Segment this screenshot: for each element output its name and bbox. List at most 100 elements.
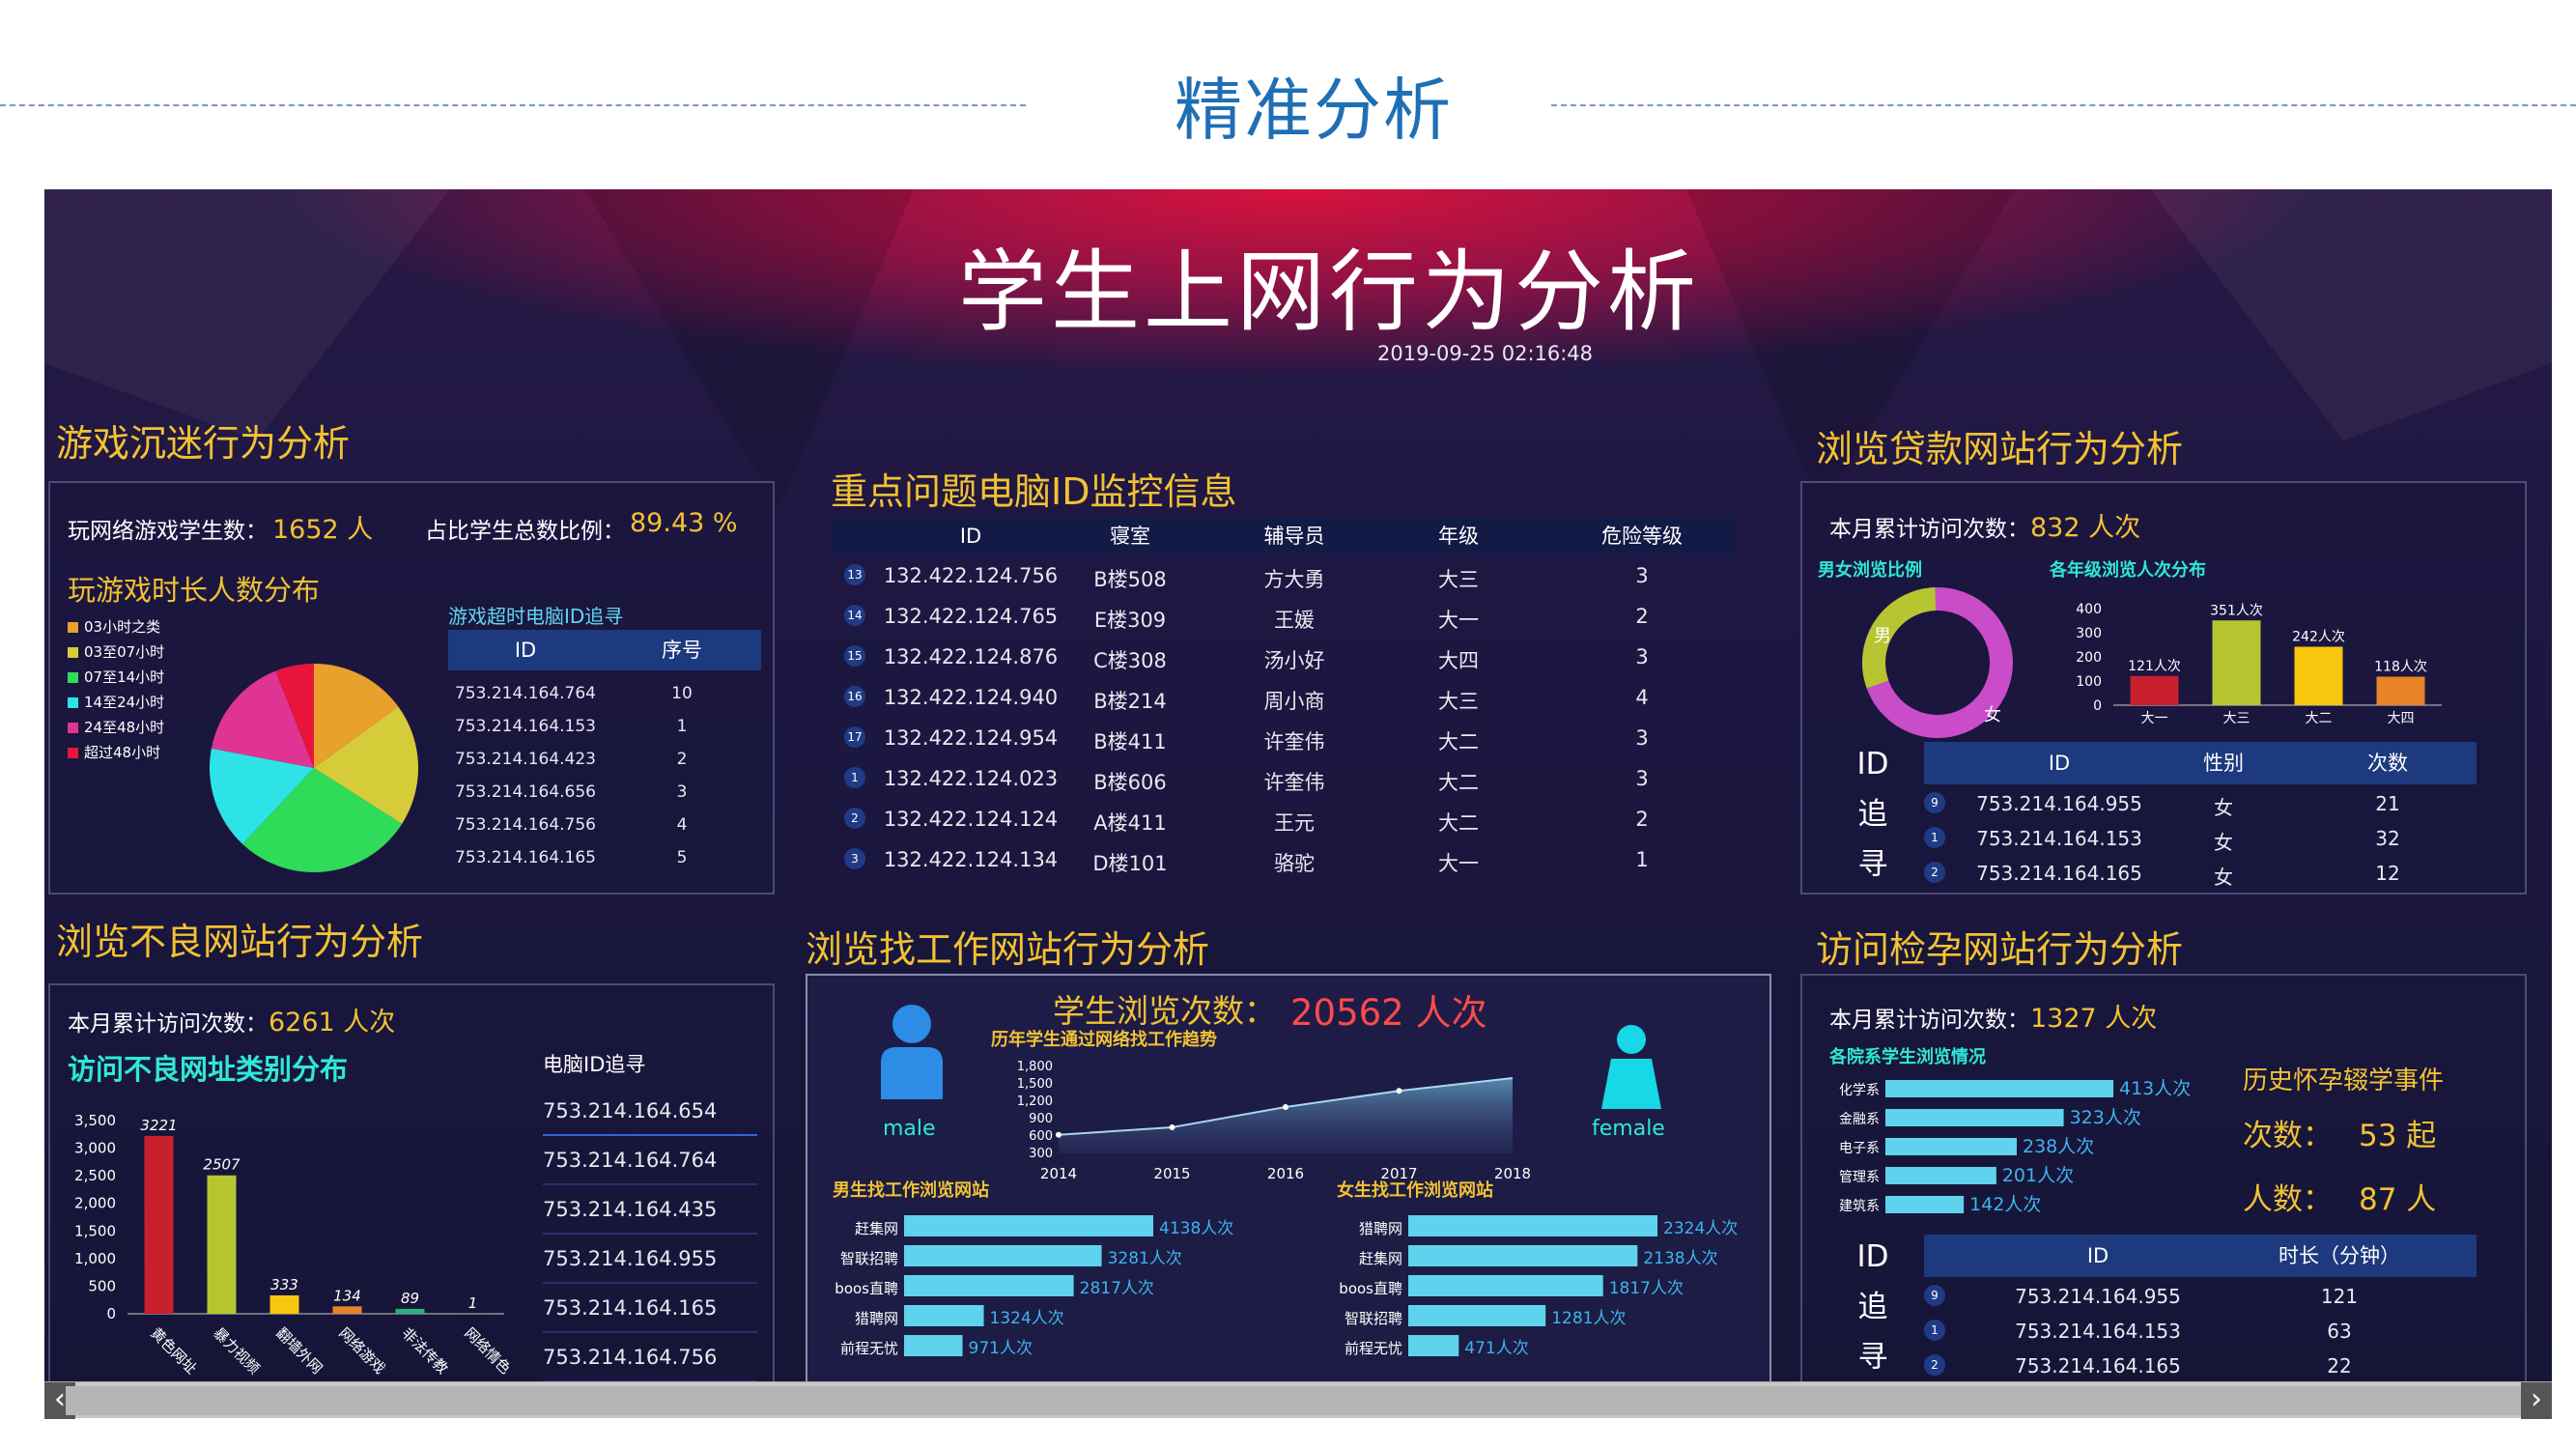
pregnancy-visits-value: 1327 人次 — [2030, 1004, 2158, 1034]
table-row[interactable]: 753.214.164.165 5 — [448, 848, 761, 877]
pie-slice[interactable] — [275, 664, 314, 768]
table-row[interactable]: 1 753.214.164.153 女 32 — [1924, 827, 2477, 858]
female-sites-title: 女生找工作浏览网站 — [1337, 1180, 1493, 1201]
row-index-badge: 3 — [844, 848, 865, 869]
x-tick-label: 暴力视频 — [210, 1324, 263, 1378]
bar[interactable] — [1885, 1196, 1965, 1213]
row-count: 21 — [2375, 792, 2400, 815]
row-index-badge: 2 — [1924, 1354, 1945, 1376]
row-no: 5 — [676, 848, 688, 867]
bar[interactable] — [904, 1305, 984, 1326]
bar[interactable] — [904, 1215, 1153, 1236]
bar[interactable] — [1408, 1305, 1546, 1326]
row-index-badge: 2 — [844, 808, 865, 829]
trend-point[interactable] — [1169, 1124, 1175, 1130]
list-item[interactable]: 753.214.164.756 — [543, 1340, 757, 1381]
bar-data-label: 2138人次 — [1643, 1249, 1717, 1268]
bar-data-label: 201人次 — [2002, 1165, 2074, 1186]
table-row[interactable]: 15 132.422.124.876 C楼308 汤小好 大四 3 — [831, 645, 1735, 684]
legend-swatch — [68, 697, 78, 708]
bar[interactable] — [1408, 1335, 1459, 1356]
bar[interactable] — [1408, 1215, 1657, 1236]
donut-male-arc[interactable] — [1855, 581, 2019, 744]
table-row[interactable]: 2 132.422.124.124 A楼411 王元 大二 2 — [831, 808, 1735, 846]
legend-label: 03至07小时 — [84, 643, 165, 661]
pie-slice[interactable] — [242, 768, 403, 872]
table-row[interactable]: 13 132.422.124.756 B楼508 方大勇 大三 3 — [831, 564, 1735, 603]
table-row[interactable]: 2 753.214.164.165 女 12 — [1924, 862, 2477, 893]
table-row[interactable]: 1 132.422.124.023 B楼606 许奎伟 大二 3 — [831, 767, 1735, 806]
row-grade: 大二 — [1438, 771, 1479, 794]
male-sites-title: 男生找工作浏览网站 — [833, 1180, 989, 1201]
list-item[interactable]: 753.214.164.654 — [543, 1094, 757, 1136]
pie-slice[interactable] — [211, 670, 314, 768]
bar[interactable] — [1885, 1167, 1996, 1184]
row-id: 132.422.124.134 — [883, 848, 1059, 871]
scrollbar-thumb[interactable] — [66, 1386, 2527, 1415]
bar[interactable] — [1408, 1275, 1603, 1296]
bar[interactable] — [904, 1245, 1102, 1266]
monitor-header-tutor: 辅导员 — [1263, 525, 1325, 548]
y-tick-label: 智联招聘 — [1345, 1310, 1402, 1327]
row-duration: 63 — [2327, 1320, 2352, 1343]
y-tick-label: 100 — [2076, 674, 2102, 690]
pie-slice[interactable] — [314, 706, 418, 824]
table-row[interactable]: 3 132.422.124.134 D楼101 骆驼 大一 1 — [831, 848, 1735, 887]
bar[interactable] — [1885, 1109, 2064, 1126]
row-id: 753.214.164.654 — [543, 1099, 718, 1122]
bar[interactable] — [904, 1275, 1074, 1296]
table-row[interactable]: 16 132.422.124.940 B楼214 周小商 大三 4 — [831, 686, 1735, 724]
bar[interactable] — [269, 1294, 299, 1314]
game-duration-pie — [210, 664, 418, 872]
list-item[interactable]: 753.214.164.764 — [543, 1143, 757, 1185]
table-row[interactable]: 753.214.164.764 10 — [448, 684, 761, 713]
bar[interactable] — [395, 1308, 425, 1314]
trend-point[interactable] — [1283, 1104, 1288, 1110]
table-row[interactable]: 753.214.164.656 3 — [448, 782, 761, 811]
loan-grade-title: 各年级浏览人次分布 — [2050, 560, 2206, 581]
list-item[interactable]: 753.214.164.955 — [543, 1241, 757, 1284]
slide-header: 精准分析 — [0, 0, 2576, 189]
monitor-table-header: ID 寝室 辅导员 年级 危险等级 — [831, 516, 1735, 556]
bar-data-label: 134 — [333, 1287, 361, 1304]
scroll-right-arrow-icon[interactable]: › — [2521, 1382, 2552, 1419]
list-item[interactable]: 753.214.164.435 — [543, 1192, 757, 1235]
bar[interactable] — [207, 1175, 237, 1314]
table-row[interactable]: 9 753.214.164.955 女 21 — [1924, 792, 2477, 823]
table-row[interactable]: 1 753.214.164.153 63 — [1924, 1320, 2477, 1350]
list-item[interactable]: 753.214.164.165 — [543, 1291, 757, 1333]
pregnancy-trace-header: ID 时长（分钟） — [1924, 1235, 2477, 1277]
row-id: 753.214.164.153 — [2015, 1320, 2181, 1343]
bar-data-label: 142人次 — [1969, 1194, 2041, 1215]
bar[interactable] — [904, 1335, 963, 1356]
table-row[interactable]: 753.214.164.423 2 — [448, 750, 761, 779]
horizontal-scrollbar[interactable]: ‹ › — [44, 1381, 2552, 1419]
table-row[interactable]: 2 753.214.164.165 22 — [1924, 1354, 2477, 1381]
row-id: 753.214.164.955 — [543, 1247, 718, 1270]
bar[interactable] — [1885, 1138, 2017, 1155]
bar[interactable] — [144, 1135, 174, 1314]
pie-slice[interactable] — [210, 748, 314, 844]
row-id: 132.422.124.940 — [883, 686, 1059, 709]
row-grade: 大二 — [1438, 730, 1479, 753]
bar[interactable] — [1885, 1080, 2113, 1097]
bar[interactable] — [2212, 620, 2261, 705]
bar[interactable] — [2294, 646, 2343, 706]
trend-point[interactable] — [1056, 1131, 1062, 1138]
bad-visits-value: 6261 人次 — [269, 1008, 396, 1037]
trend-point[interactable] — [1396, 1088, 1402, 1094]
table-row[interactable]: 9 753.214.164.955 121 — [1924, 1285, 2477, 1316]
table-row[interactable]: 753.214.164.153 1 — [448, 717, 761, 746]
bar[interactable] — [332, 1306, 362, 1314]
table-row[interactable]: 14 132.422.124.765 E楼309 王媛 大一 2 — [831, 605, 1735, 643]
bar[interactable] — [2130, 675, 2179, 705]
table-row[interactable]: 753.214.164.756 4 — [448, 815, 761, 844]
table-row[interactable]: 17 132.422.124.954 B楼411 许奎伟 大二 3 — [831, 726, 1735, 765]
row-tutor: 周小商 — [1263, 690, 1325, 713]
bar[interactable] — [1408, 1245, 1638, 1266]
bar[interactable] — [458, 1313, 488, 1315]
x-tick-label: 2015 — [1153, 1165, 1190, 1182]
pie-slice[interactable] — [314, 664, 399, 768]
bar[interactable] — [2376, 676, 2425, 706]
